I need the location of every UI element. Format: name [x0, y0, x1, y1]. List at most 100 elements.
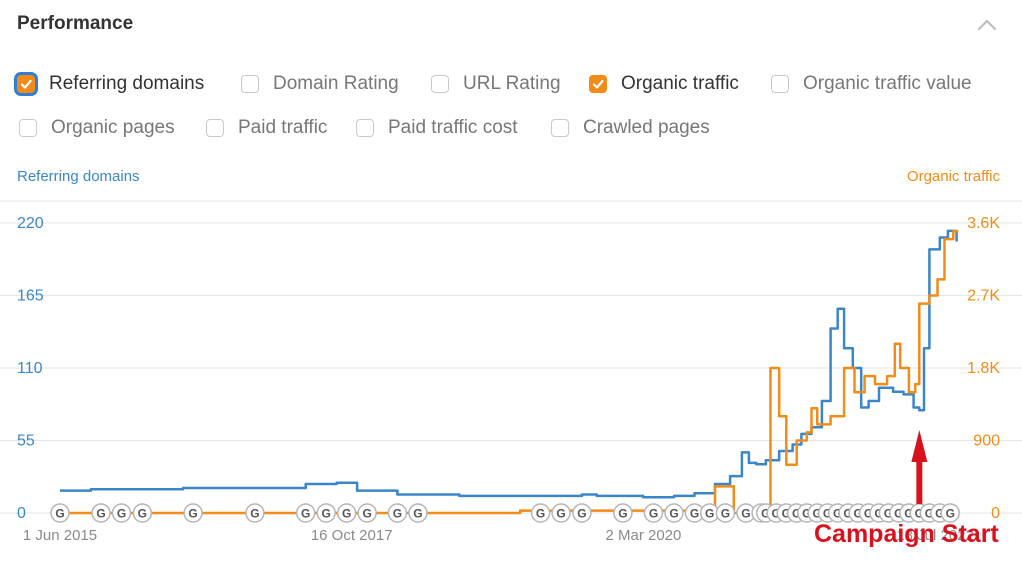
organic-traffic-checkbox[interactable]	[589, 75, 607, 93]
google-update-marker-label: G	[761, 507, 770, 521]
y-right-tick-label: 2.7K	[967, 288, 1000, 305]
google-update-marker-label: G	[853, 507, 862, 521]
url-rating-checkbox[interactable]	[431, 75, 449, 93]
filter-url-rating[interactable]: URL Rating	[431, 70, 561, 98]
paid-traffic-cost-checkbox[interactable]	[356, 119, 374, 137]
google-update-marker	[50, 503, 70, 523]
google-update-marker	[132, 503, 153, 523]
checkmark-icon	[20, 79, 32, 89]
google-update-marker-label: G	[188, 507, 197, 521]
filter-organic-traffic[interactable]: Organic traffic	[589, 70, 739, 98]
google-update-marker-label: G	[413, 507, 422, 521]
google-update-marker-label: G	[721, 507, 730, 521]
google-update-marker-label: G	[823, 507, 832, 521]
filter-label: Organic pages	[51, 117, 175, 138]
filter-label: Domain Rating	[273, 73, 399, 94]
google-update-marker	[940, 503, 961, 523]
google-update-marker-label: G	[618, 507, 627, 521]
filter-label: Referring domains	[49, 73, 205, 94]
google-update-marker	[613, 503, 633, 523]
filter-label: Organic traffic	[621, 73, 739, 94]
google-update-marker-label: G	[771, 507, 780, 521]
filter-organic-pages[interactable]: Organic pages	[19, 114, 175, 142]
google-update-marker-label: G	[690, 507, 699, 521]
organic-traffic-value-checkbox[interactable]	[771, 75, 789, 93]
crawled-pages-checkbox[interactable]	[551, 119, 569, 137]
filter-label: Paid traffic cost	[388, 117, 518, 138]
google-update-marker	[316, 503, 336, 523]
google-update-marker	[408, 503, 428, 523]
google-update-marker-label: G	[833, 507, 842, 521]
left-axis-title: Referring domains	[17, 168, 140, 185]
filter-referring-domains[interactable]: Referring domains	[17, 70, 204, 98]
performance-header: Performance	[0, 0, 1022, 52]
google-update-marker-label: G	[55, 507, 64, 521]
google-update-marker-label: G	[782, 507, 791, 521]
y-right-tick-label: 3.6K	[967, 215, 1000, 232]
google-update-marker-label: G	[250, 507, 259, 521]
referring-domains-series-line	[60, 229, 958, 499]
google-update-marker-label: G	[649, 507, 658, 521]
google-update-marker-label: G	[884, 507, 893, 521]
google-update-marker	[530, 503, 551, 523]
google-update-marker	[91, 503, 111, 523]
google-update-marker	[183, 503, 203, 523]
google-update-marker	[387, 503, 408, 523]
google-update-marker-label: G	[843, 507, 852, 521]
right-axis-title: Organic traffic	[906, 168, 1000, 185]
google-update-marker	[715, 503, 736, 523]
filter-paid-traffic-cost[interactable]: Paid traffic cost	[356, 114, 518, 142]
google-update-marker-label: G	[792, 507, 801, 521]
annotation-arrow-shaft	[916, 452, 923, 504]
y-left-tick-label: 55	[17, 433, 35, 450]
filter-organic-traffic-value[interactable]: Organic traffic value	[771, 70, 972, 98]
filter-label: Organic traffic value	[803, 73, 972, 94]
google-update-marker	[643, 503, 664, 523]
organic-pages-checkbox[interactable]	[19, 119, 37, 137]
google-update-marker-label: G	[864, 507, 873, 521]
y-left-tick-label: 0	[17, 505, 26, 522]
google-update-marker-label: G	[802, 507, 811, 521]
annotation-arrow-head	[911, 430, 928, 462]
domain-rating-checkbox[interactable]	[241, 75, 259, 93]
google-update-marker	[664, 503, 684, 523]
google-update-marker-label: G	[812, 507, 821, 521]
filter-label: Crawled pages	[583, 117, 710, 138]
x-tick-label: 18 Jul 2022	[896, 527, 974, 544]
organic-traffic-series-line	[60, 229, 959, 515]
x-tick-label: 1 Jun 2015	[23, 527, 97, 544]
google-update-marker-label: G	[138, 507, 147, 521]
google-update-marker	[111, 503, 132, 523]
referring-domains-checkbox[interactable]	[17, 75, 35, 93]
google-update-marker-label: G	[925, 507, 934, 521]
google-update-marker	[572, 503, 592, 523]
collapse-chevron-icon[interactable]	[976, 14, 998, 36]
paid-traffic-checkbox[interactable]	[206, 119, 224, 137]
y-right-tick-label: 900	[973, 433, 1000, 450]
campaign-start-annotation: Campaign Start	[814, 520, 999, 548]
google-update-marker-label: G	[362, 507, 371, 521]
x-tick-label: 16 Oct 2017	[311, 527, 393, 544]
checkmark-icon	[592, 79, 604, 89]
google-update-marker-label: G	[915, 507, 924, 521]
google-update-marker-label: G	[393, 507, 402, 521]
google-update-marker-label: G	[946, 507, 955, 521]
google-update-marker-label: G	[741, 507, 750, 521]
google-update-marker-label: G	[904, 507, 913, 521]
google-update-marker-label: G	[577, 507, 586, 521]
google-update-marker-label: G	[536, 507, 545, 521]
filter-crawled-pages[interactable]: Crawled pages	[551, 114, 710, 142]
x-tick-label: 2 Mar 2020	[605, 527, 681, 544]
filter-domain-rating[interactable]: Domain Rating	[241, 70, 399, 98]
y-right-tick-label: 1.8K	[967, 360, 1000, 377]
y-left-tick-label: 165	[17, 288, 44, 305]
google-update-marker	[245, 503, 265, 523]
google-update-marker-label: G	[96, 507, 105, 521]
google-update-marker-label: G	[321, 507, 330, 521]
y-left-tick-label: 110	[17, 360, 43, 377]
filter-paid-traffic[interactable]: Paid traffic	[206, 114, 327, 142]
google-update-marker-label: G	[342, 507, 351, 521]
section-title: Performance	[17, 13, 134, 34]
y-right-tick-label: 0	[991, 505, 1000, 522]
